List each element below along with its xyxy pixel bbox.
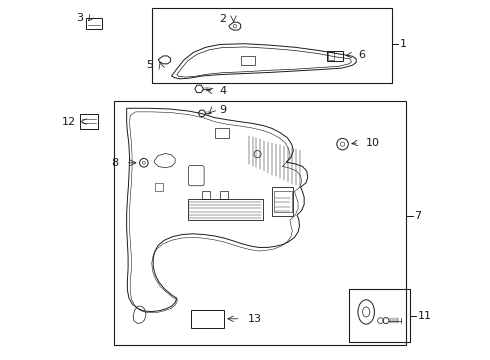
Text: 4: 4 — [220, 86, 227, 96]
Text: 13: 13 — [248, 314, 262, 324]
Text: 10: 10 — [366, 138, 380, 148]
Text: 2: 2 — [219, 14, 226, 24]
Text: 9: 9 — [219, 105, 226, 116]
Bar — [215, 128, 229, 138]
Bar — [188, 199, 263, 220]
Bar — [274, 191, 292, 212]
Text: 1: 1 — [399, 40, 407, 49]
Bar — [220, 192, 228, 199]
Text: 3: 3 — [76, 13, 84, 23]
Bar — [327, 50, 343, 61]
Text: 11: 11 — [417, 311, 432, 321]
Text: 7: 7 — [414, 211, 421, 221]
Text: 8: 8 — [112, 158, 119, 168]
Bar — [87, 18, 101, 30]
Bar — [328, 52, 334, 60]
Bar — [272, 187, 294, 216]
Text: 5: 5 — [147, 60, 153, 70]
Bar — [191, 310, 224, 328]
Text: 6: 6 — [358, 50, 365, 60]
Bar — [242, 56, 255, 65]
Bar — [80, 114, 98, 129]
Text: 12: 12 — [62, 117, 76, 127]
Bar — [155, 183, 163, 192]
Bar — [202, 192, 210, 199]
